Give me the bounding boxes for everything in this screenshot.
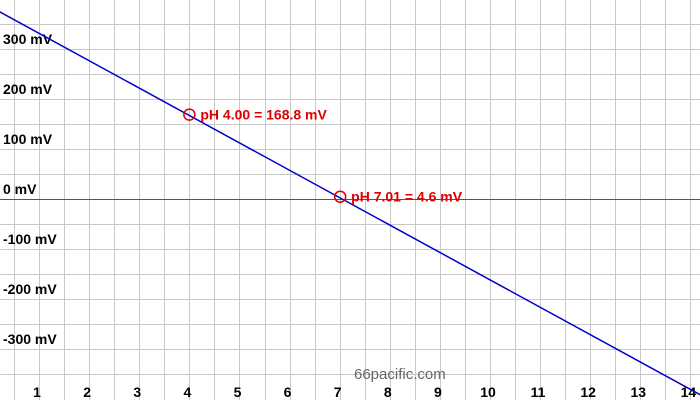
point-label: pH 4.00 = 168.8 mV [200,107,327,123]
x-tick-label: 2 [83,384,91,400]
x-tick-label: 5 [234,384,242,400]
y-tick-label: 200 mV [3,81,53,97]
x-tick-label: 12 [580,384,596,400]
x-tick-label: 4 [183,384,191,400]
watermark: 66pacific.com [354,366,446,383]
y-axis-ticks: 300 mV 200 mV 100 mV 0 mV -100 mV -200 mV -300… [3,31,57,347]
x-tick-label: 8 [384,384,392,400]
series-line [0,11,700,396]
y-tick-label: 300 mV [3,31,53,47]
x-tick-label: 10 [480,384,496,400]
y-tick-label: -200 mV [3,281,57,297]
x-tick-label: 9 [434,384,442,400]
y-tick-label: -100 mV [3,231,57,247]
x-axis-ticks: 1 2 3 4 5 6 7 8 9 10 11 12 13 14 [33,384,696,400]
x-tick-label: 1 [33,384,41,400]
calibration-point [183,108,196,121]
x-tick-label: 7 [334,384,342,400]
calibration-points: pH 4.00 = 168.8 mV pH 7.01 = 4.6 mV [183,107,463,205]
x-tick-label: 14 [681,384,697,400]
x-tick-label: 13 [630,384,646,400]
x-tick-label: 3 [133,384,141,400]
y-tick-label: 100 mV [3,131,53,147]
x-tick-label: 6 [284,384,292,400]
x-tick-label: 11 [531,384,546,400]
y-tick-label: 0 mV [3,181,37,197]
calibration-point [333,190,347,203]
y-tick-label: -300 mV [3,331,57,347]
series [0,11,700,396]
point-label: pH 7.01 = 4.6 mV [351,189,463,205]
